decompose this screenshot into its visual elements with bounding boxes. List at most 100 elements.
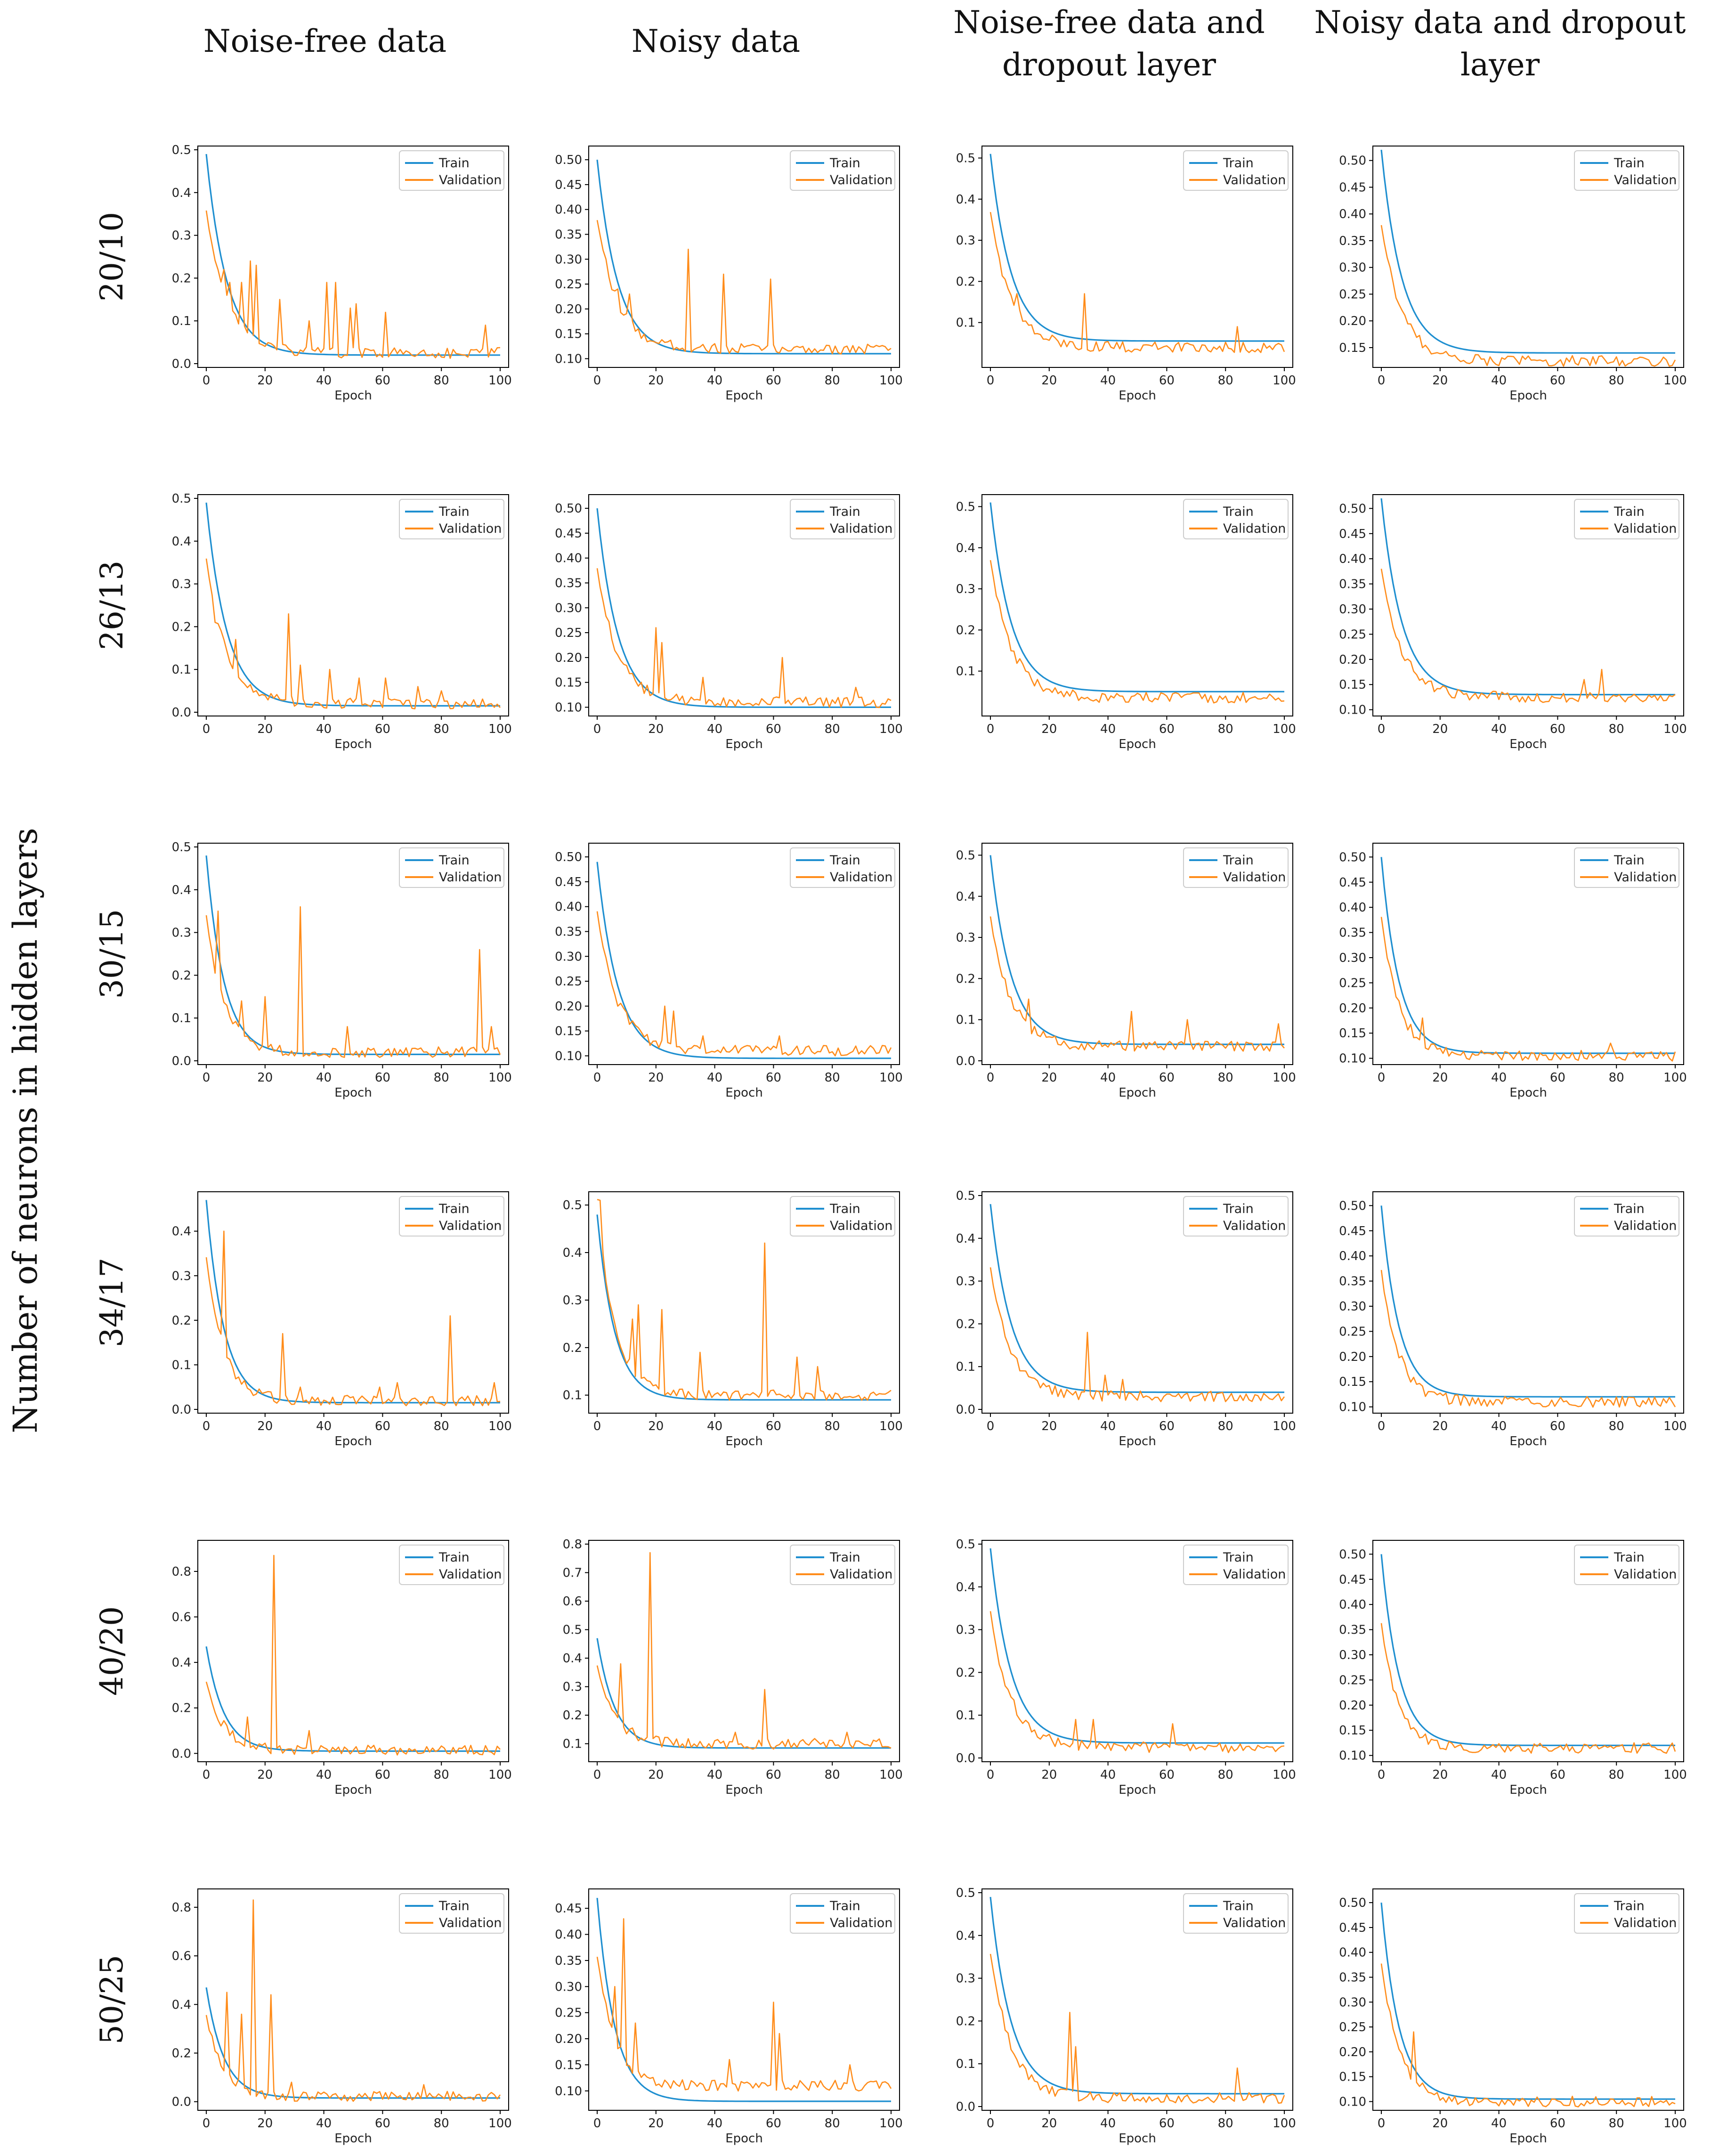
x-tick-label: 80	[1218, 1768, 1233, 1782]
x-tick-label: 60	[1550, 2116, 1565, 2131]
axes-frame	[197, 146, 509, 368]
x-tick-label: 0	[1378, 2116, 1386, 2131]
chart-panel: 0 20 40 60 80 100 Epoch 0.0 0.1 0.2 0.3 0.4 0.5 Train…	[956, 1886, 1296, 2146]
y-tick-label: 0.35	[1339, 926, 1366, 940]
chart-panel: 0 20 40 60 80 100 Epoch 0.15 0.20 0.25 0.30 0.35 0.4…	[1339, 146, 1687, 403]
y-tick-label: 0.15	[1339, 341, 1366, 355]
y-tick-label: 0.2	[172, 2047, 191, 2061]
legend-validation-label: Validation	[830, 173, 892, 187]
x-tick-label: 20	[648, 374, 664, 388]
y-tick-label: 0.5	[956, 500, 975, 514]
legend-train-label: Train	[829, 504, 860, 519]
x-tick-label: 100	[1273, 1419, 1296, 1433]
x-tick-label: 60	[375, 2116, 390, 2131]
x-tick-label: 80	[434, 722, 449, 736]
x-tick-label: 80	[1609, 374, 1624, 388]
legend-train-label: Train	[438, 1202, 470, 1216]
y-tick-label: 0.35	[1339, 1970, 1366, 1985]
x-tick-label: 20	[1432, 2116, 1448, 2131]
y-tick-label: 0.2	[172, 1701, 191, 1716]
y-tick-label: 0.0	[172, 357, 191, 371]
y-tick-label: 0.3	[956, 931, 975, 945]
y-tick-label: 0.1	[172, 663, 191, 677]
x-axis-label: Epoch	[725, 1086, 763, 1100]
x-tick-label: 40	[1100, 1768, 1116, 1782]
y-tick-label: 0.3	[956, 1623, 975, 1637]
legend-train-label: Train	[1223, 156, 1254, 171]
x-tick-label: 40	[1100, 1419, 1116, 1433]
axes-frame	[197, 843, 509, 1065]
row-label: 40/20	[94, 1606, 130, 1696]
x-tick-label: 80	[1609, 1768, 1624, 1782]
validation-line	[989, 212, 1285, 353]
y-tick-label: 0.8	[563, 1538, 582, 1552]
y-tick-label: 0.4	[956, 1232, 975, 1246]
validation-line	[989, 1267, 1285, 1402]
x-tick-label: 60	[766, 1768, 781, 1782]
y-tick-label: 0.15	[1339, 1026, 1366, 1041]
x-tick-label: 100	[488, 1071, 512, 1085]
x-tick-label: 0	[593, 374, 601, 388]
axes-frame	[197, 1191, 509, 1414]
x-tick-label: 20	[648, 1419, 664, 1433]
axes-frame	[588, 146, 900, 368]
y-tick-label: 0.10	[1339, 1052, 1366, 1066]
y-tick-label: 0.20	[555, 2032, 582, 2046]
x-tick-label: 80	[1218, 2116, 1233, 2131]
y-tick-label: 0.5	[956, 1189, 975, 1203]
x-axis-label: Epoch	[1119, 737, 1156, 751]
x-tick-label: 20	[257, 1419, 273, 1433]
x-axis-label: Epoch	[1509, 737, 1547, 751]
y-tick-label: 0.40	[1339, 207, 1366, 221]
axes-frame	[1372, 1540, 1684, 1762]
y-tick-label: 0.0	[172, 1054, 191, 1068]
x-tick-label: 100	[1273, 722, 1296, 736]
chart-panel: 0 20 40 60 80 100 Epoch 0.10 0.15 0.20 0.25 0.30 0.3…	[1339, 494, 1687, 751]
x-tick-label: 40	[1491, 722, 1507, 736]
x-tick-label: 20	[648, 722, 664, 736]
x-tick-label: 60	[1159, 1071, 1175, 1085]
x-tick-label: 20	[1432, 1071, 1448, 1085]
chart-panel: 0 20 40 60 80 100 Epoch 0.1 0.2 0.3 0.4 0.5 Train Val…	[956, 146, 1296, 403]
y-tick-label: 0.25	[1339, 1325, 1366, 1339]
chart-panel: 0 20 40 60 80 100 Epoch 0.1 0.2 0.3 0.4 0.5 Train Val…	[563, 1191, 903, 1448]
y-tick-label: 0.30	[555, 1980, 582, 1994]
y-tick-label: 0.6	[172, 1949, 191, 1963]
x-axis-label: Epoch	[334, 1434, 372, 1448]
y-tick-label: 0.25	[555, 2006, 582, 2020]
axes-frame	[588, 1191, 900, 1414]
train-line	[989, 1204, 1284, 1393]
x-tick-label: 0	[987, 1419, 995, 1433]
validation-line	[205, 210, 501, 359]
x-tick-label: 20	[1041, 1419, 1057, 1433]
y-tick-label: 0.2	[956, 1317, 975, 1331]
x-tick-label: 100	[879, 2116, 903, 2131]
legend-train-label: Train	[1223, 1899, 1254, 1913]
x-tick-label: 40	[1491, 1419, 1507, 1433]
y-tick-label: 0.0	[172, 1403, 191, 1417]
x-tick-label: 60	[375, 1071, 390, 1085]
x-tick-label: 40	[1491, 2116, 1507, 2131]
y-tick-label: 0.1	[956, 1709, 975, 1723]
y-tick-label: 0.40	[555, 1928, 582, 1942]
validation-line	[205, 1230, 501, 1407]
x-tick-label: 40	[1100, 722, 1116, 736]
y-tick-label: 0.15	[1339, 2070, 1366, 2084]
x-tick-label: 100	[1663, 722, 1687, 736]
y-tick-label: 0.45	[1339, 1573, 1366, 1587]
x-tick-label: 100	[1273, 374, 1296, 388]
x-tick-label: 40	[1491, 1768, 1507, 1782]
x-tick-label: 20	[648, 1071, 664, 1085]
y-tick-label: 0.35	[1339, 234, 1366, 248]
legend-validation-label: Validation	[1614, 1567, 1677, 1582]
axes-frame	[981, 1191, 1293, 1414]
axes-frame	[981, 146, 1293, 368]
validation-line	[205, 906, 501, 1058]
y-tick-label: 0.50	[1339, 154, 1366, 168]
y-tick-label: 0.35	[1339, 1623, 1366, 1637]
y-tick-label: 0.2	[956, 275, 975, 289]
axes-frame	[981, 843, 1293, 1065]
legend-validation-label: Validation	[1223, 1567, 1286, 1582]
x-tick-label: 100	[1663, 1419, 1687, 1433]
legend-validation-label: Validation	[830, 1567, 892, 1582]
